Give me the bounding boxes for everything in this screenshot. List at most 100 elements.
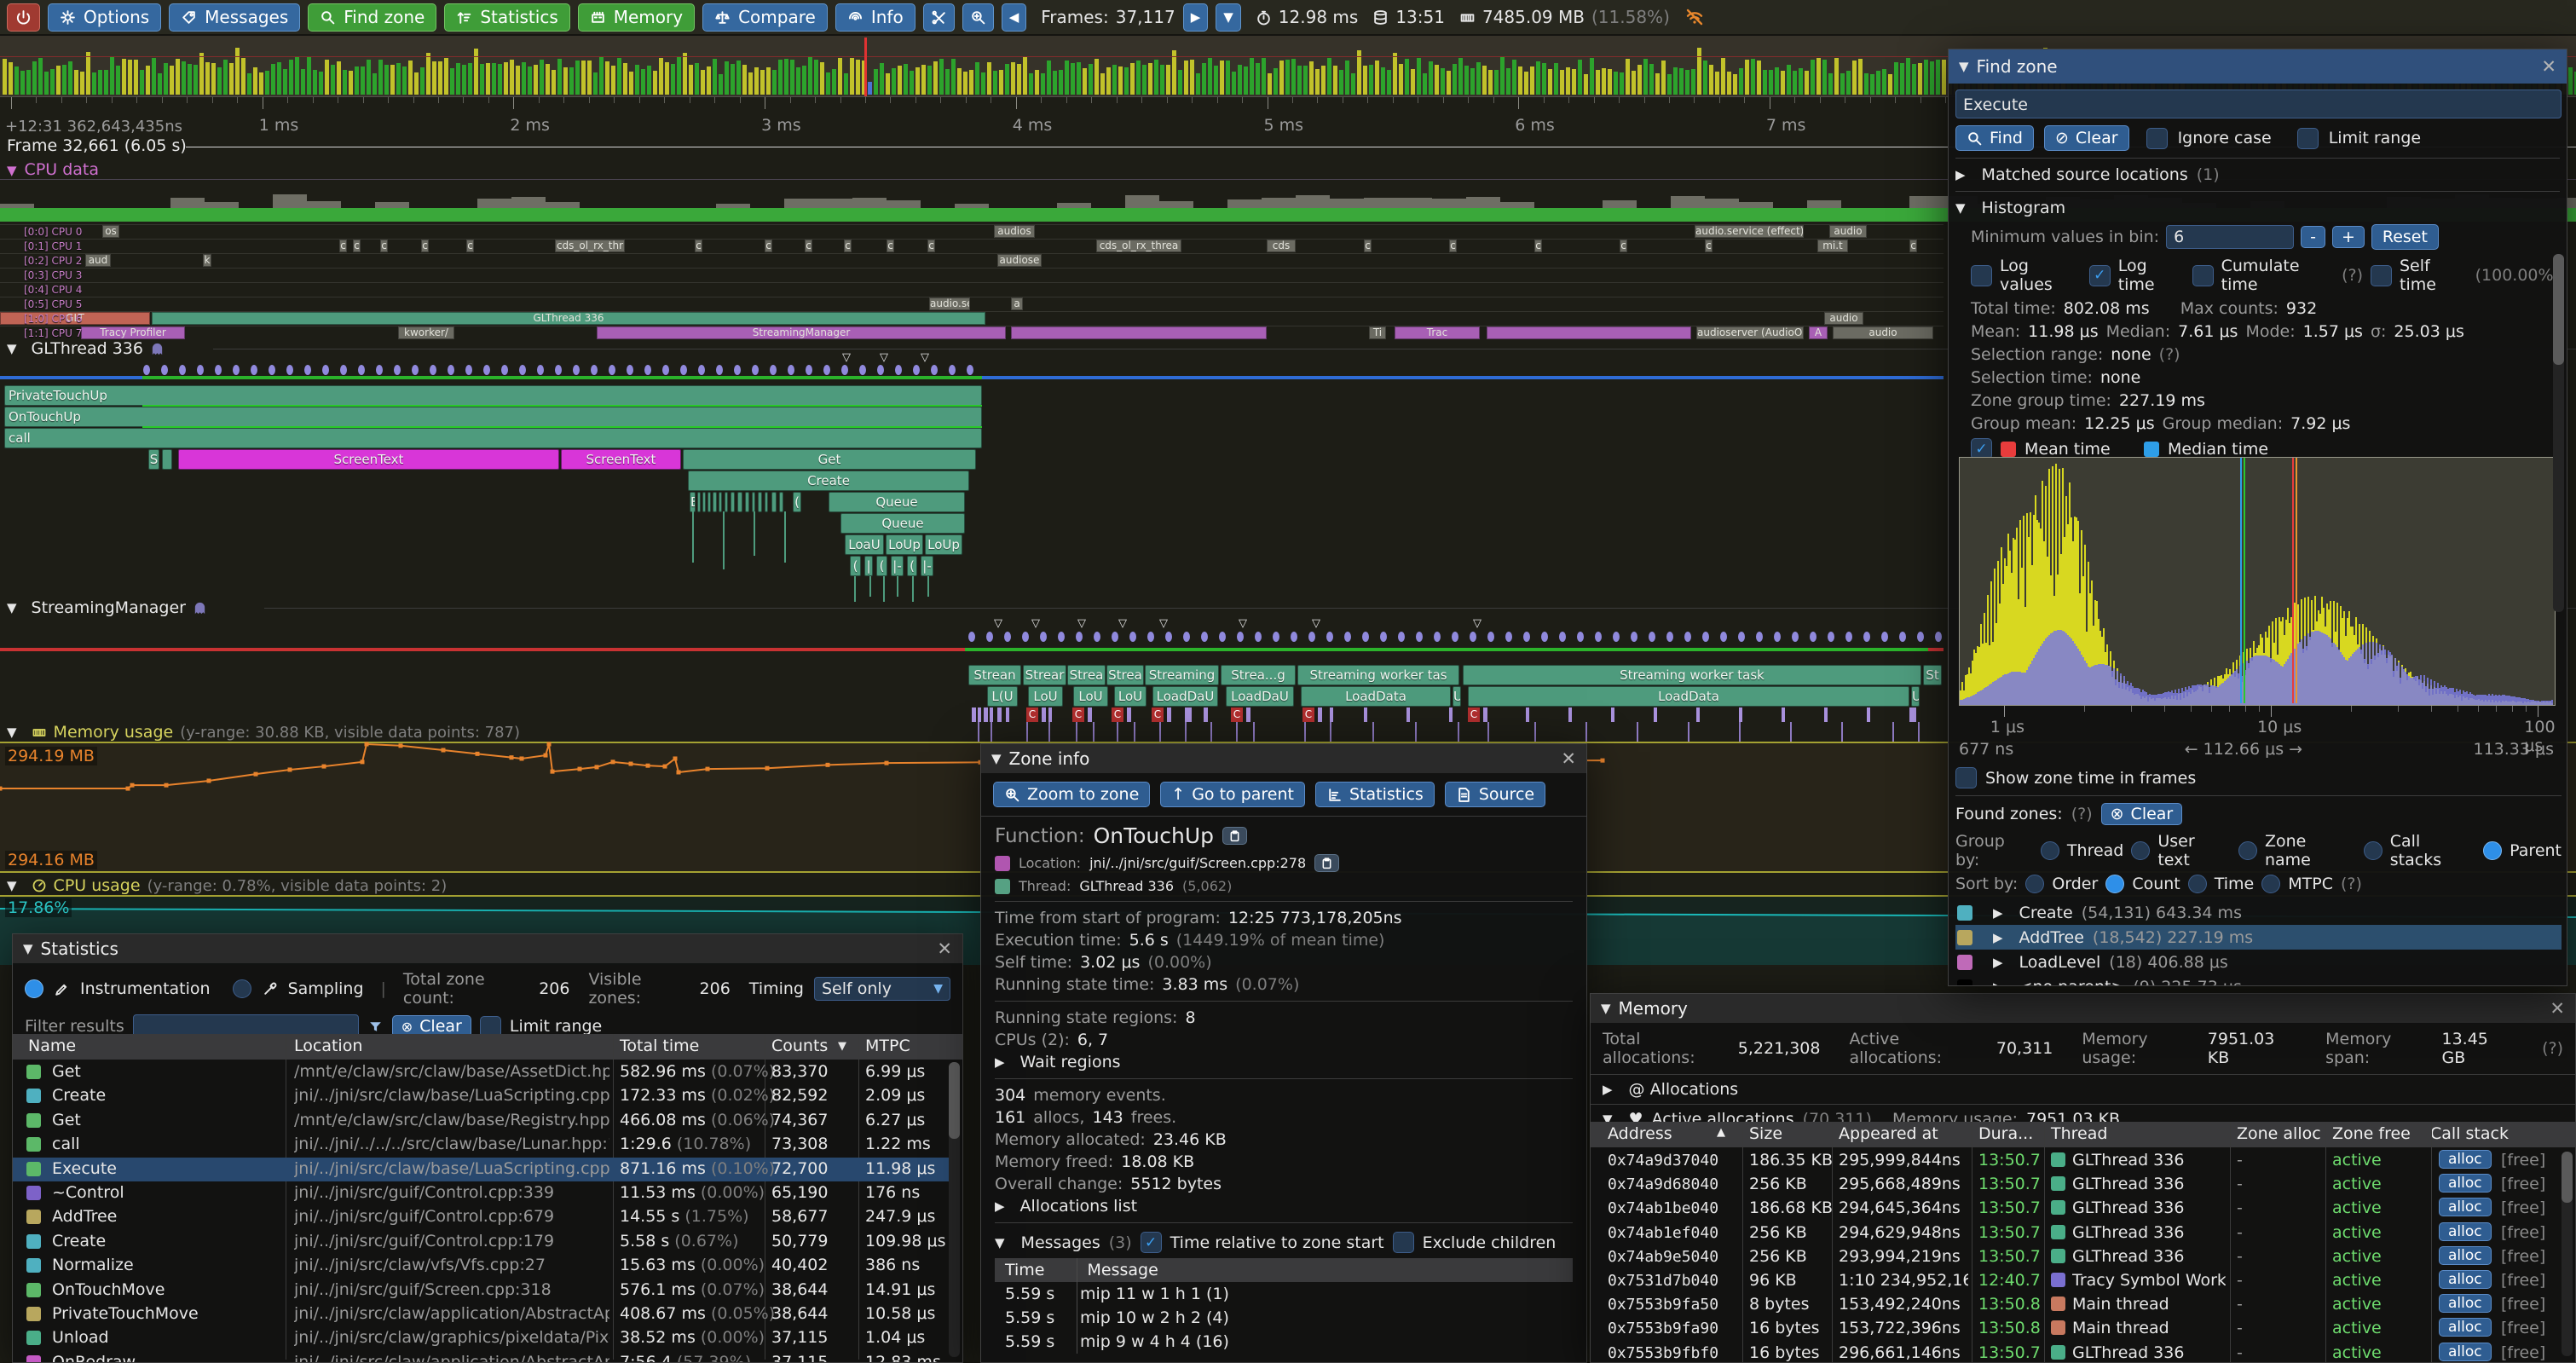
small-zone[interactable]: C [1468,707,1480,722]
frame-bar[interactable] [957,68,962,95]
small-zone[interactable] [1568,707,1572,722]
small-zone[interactable]: C [1152,707,1164,722]
small-zone[interactable] [1127,707,1131,722]
cpu-zone[interactable]: c [927,240,935,252]
timeline-zone[interactable]: | [864,556,873,576]
frame-bar[interactable] [939,58,944,95]
frame-bar[interactable] [265,70,269,95]
frame-bar[interactable] [1709,64,1713,95]
frame-bar[interactable] [850,57,854,95]
timeline-zone[interactable] [731,492,735,512]
table-row[interactable]: 0x74ab1ef040 256 KB 294,629,948ns 13:50.7 GL… [1591,1222,2575,1245]
timeline-zone[interactable] [737,492,742,512]
message-dot[interactable] [1863,632,1870,642]
frame-bar[interactable] [1912,64,1916,95]
message-dot[interactable] [877,365,884,375]
message-dot[interactable] [1505,632,1512,642]
frame-bar[interactable] [3,58,7,95]
timeline-zone[interactable]: St [1923,665,1942,685]
funnel-icon[interactable] [367,1019,384,1035]
cpu-zone[interactable]: c [466,240,474,252]
message-dot[interactable] [1201,632,1208,642]
frame-bar[interactable] [933,61,938,95]
frame-bar[interactable] [134,60,138,95]
frame-bar[interactable] [1417,58,1421,95]
cpu-zone[interactable]: kworker/ [398,326,454,339]
find-button[interactable]: Find [1955,125,2034,151]
frame-bar[interactable] [575,61,580,95]
frame-bar[interactable] [68,61,72,95]
memory-button[interactable]: Memory [577,3,696,32]
table-row[interactable]: Unload jni/../jni/src/claw/graphics/pixel… [13,1326,950,1350]
messages-button[interactable]: Messages [169,3,301,32]
message-dot[interactable] [1308,632,1315,642]
zone-statistics-button[interactable]: Statistics [1314,782,1435,807]
message-dot[interactable] [662,365,669,375]
message-dot[interactable] [1112,632,1118,642]
cpu-zone[interactable]: cds [1267,240,1296,252]
frame-bar[interactable] [1524,72,1528,95]
frame-bar[interactable] [241,57,245,95]
frame-bar[interactable] [1232,71,1236,95]
frame-bar[interactable] [1035,69,1039,95]
frame-bar[interactable] [1190,59,1194,95]
frame-bar[interactable] [1441,67,1445,95]
timeline-zone[interactable]: |- [891,556,904,576]
message-dot[interactable] [1219,632,1226,642]
frame-bar[interactable] [1297,65,1302,95]
column-header[interactable]: Address [1608,1124,1672,1143]
message-dot[interactable] [770,365,777,375]
frame-bar[interactable] [1148,63,1152,95]
frame-bar[interactable] [868,82,872,95]
message-dot[interactable] [1076,632,1083,642]
timeline-zone[interactable] [745,492,749,512]
frame-bar[interactable] [1637,64,1642,95]
message-dot[interactable] [734,365,741,375]
frame-bar[interactable] [1405,59,1409,95]
limit-range-checkbox[interactable] [479,1015,501,1037]
message-dot[interactable] [1058,632,1065,642]
message-dot[interactable] [143,365,150,375]
zone-info-titlebar[interactable]: ▼ Zone info ✕ [981,744,1586,773]
message-dot[interactable] [1470,632,1476,642]
frame-bar[interactable] [408,61,413,95]
small-zone[interactable] [997,707,1002,722]
frame-bar[interactable] [26,69,31,95]
frame-bar[interactable] [104,70,108,95]
table-row[interactable]: 0x74ab9e5040 256 KB 293,994,219ns 13:50.7 GL… [1591,1245,2575,1269]
cpu-zone[interactable]: audioserver (AudioOut_D) [1696,326,1804,339]
table-row[interactable]: call jni/../jni/../../../src/claw/base/Lu… [13,1133,950,1157]
frame-bar[interactable] [790,59,794,95]
histogram-section-header[interactable]: ▼ Histogram [1955,199,2560,217]
timeline-zone[interactable]: L(U [987,686,1018,707]
frame-bar[interactable] [653,70,657,95]
scrollbar-track[interactable] [2562,1152,2573,1356]
frame-bar[interactable] [689,64,693,95]
small-zone[interactable] [984,707,988,722]
frame-bar[interactable] [540,60,544,95]
table-row[interactable]: Normalize jni/../jni/src/claw/vfs/Vfs.cpp… [13,1254,950,1278]
frame-bar[interactable] [289,60,293,95]
small-zone[interactable] [972,707,976,722]
copy-function-button[interactable] [1222,827,1248,845]
frame-bar[interactable] [504,61,508,95]
frame-bar[interactable] [1291,58,1296,95]
frame-bar[interactable] [1041,72,1045,95]
message-dot[interactable] [1702,632,1709,642]
frame-bar[interactable] [707,66,711,95]
frame-bar[interactable] [492,63,496,95]
scrollbar-track[interactable] [2553,254,2564,612]
frame-bar[interactable] [1226,61,1230,95]
message-dot[interactable] [968,632,975,642]
message-dot[interactable] [644,365,651,375]
small-zone[interactable]: C [1302,707,1314,722]
frame-bar[interactable] [736,60,741,95]
cpu-zone[interactable] [1487,326,1691,339]
timeline-zone[interactable] [758,492,762,512]
message-dot[interactable] [1523,632,1530,642]
frame-bar[interactable] [50,68,55,95]
frame-bar[interactable] [1011,61,1015,95]
frame-bar[interactable] [904,64,908,95]
message-dot[interactable] [1165,632,1172,642]
matched-source-locations[interactable]: ▶ Matched source locations (1) [1955,165,2560,184]
